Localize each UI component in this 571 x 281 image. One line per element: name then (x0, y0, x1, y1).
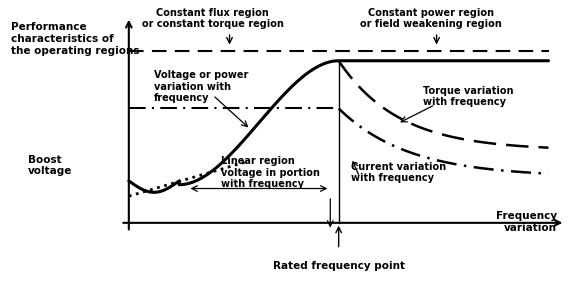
Text: Voltage or power
variation with
frequency: Voltage or power variation with frequenc… (154, 70, 248, 103)
Text: Constant power region
or field weakening region: Constant power region or field weakening… (360, 8, 502, 29)
Text: Frequency
variation: Frequency variation (496, 211, 557, 233)
Text: Constant flux region
or constant torque region: Constant flux region or constant torque … (142, 8, 284, 29)
Text: Performance
characteristics of
the operating regions: Performance characteristics of the opera… (11, 22, 140, 56)
Text: Current variation
with frequency: Current variation with frequency (351, 162, 447, 183)
Text: Torque variation
with frequency: Torque variation with frequency (423, 85, 513, 107)
Text: Boost
voltage: Boost voltage (28, 155, 73, 176)
Text: Rated frequency point: Rated frequency point (273, 261, 405, 271)
Text: Linear region
voltage in portion
with frequency: Linear region voltage in portion with fr… (221, 156, 320, 189)
